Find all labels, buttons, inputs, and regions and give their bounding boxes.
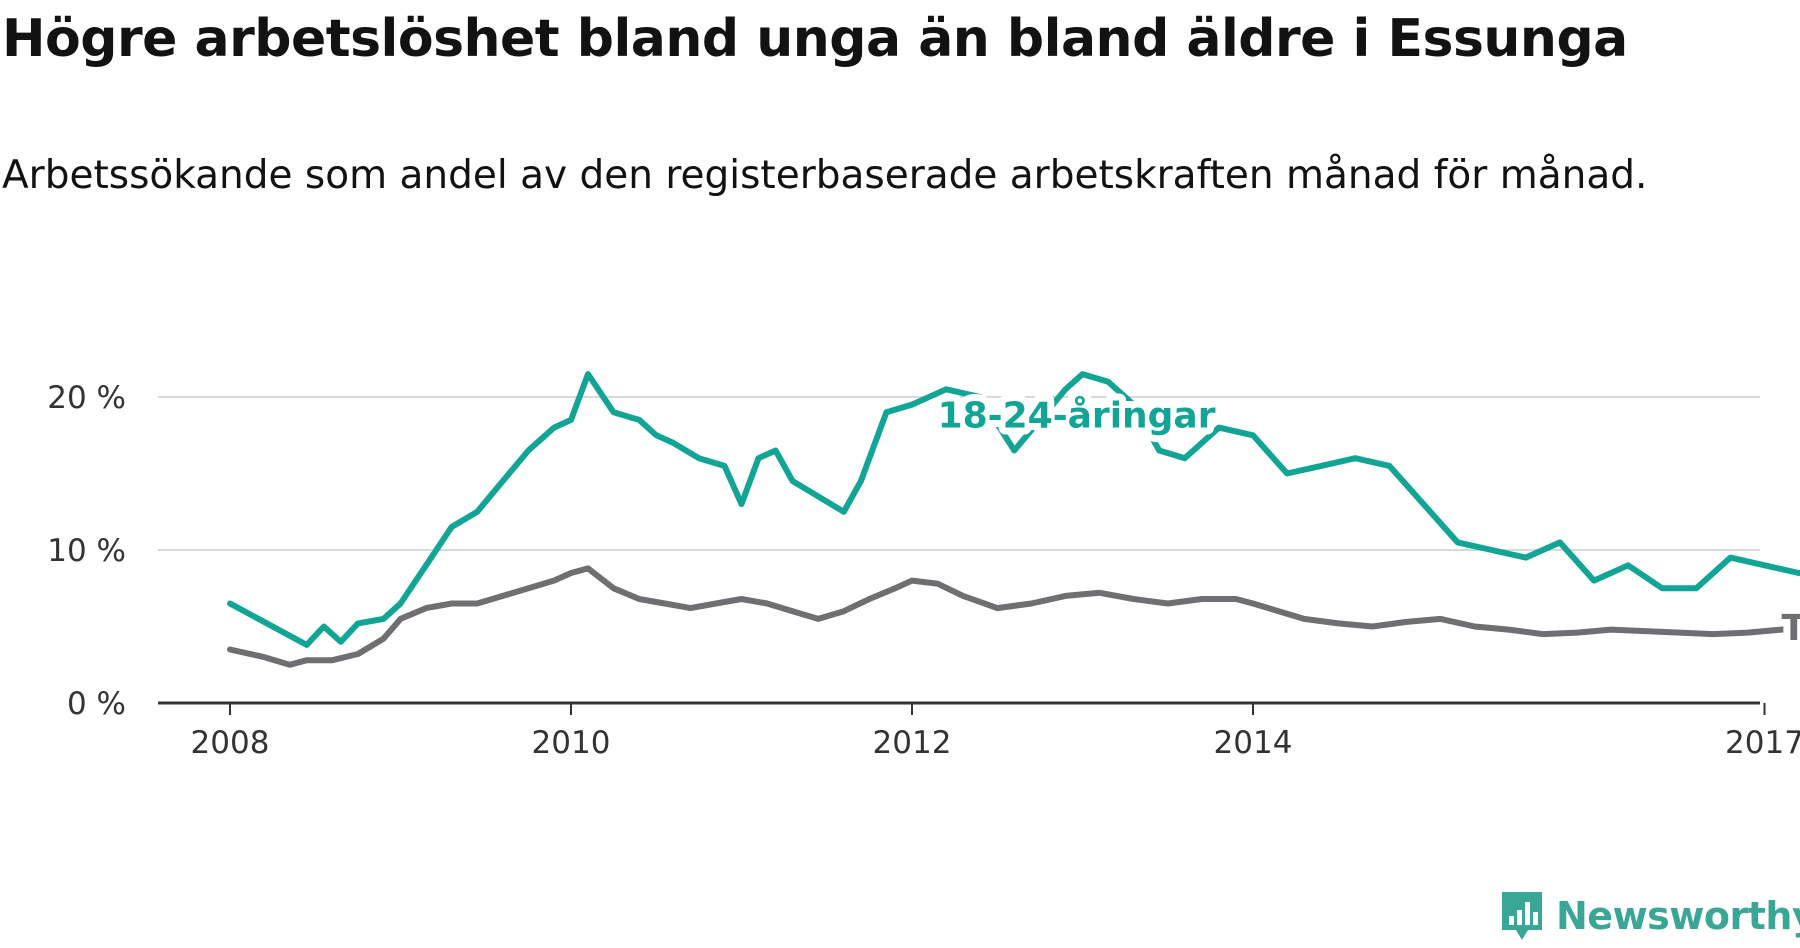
bar-chart-logo-icon [1502, 892, 1542, 940]
chart-title: Högre arbetslöshet bland unga än bland ä… [2, 9, 1628, 69]
series-name-label: Total arbetslöshet [1782, 608, 1800, 649]
series-line [227, 371, 1800, 648]
series-lines [227, 371, 1800, 668]
brand-name: Newsworthy [1556, 894, 1800, 938]
series-labels: 7,6 %4,9 %18-24-åringarTotal arbetslöshe… [931, 388, 1800, 656]
x-tick-label: 2010 [532, 725, 611, 761]
newsworthy-logo: Newsworthy [1498, 888, 1800, 944]
x-tick-label: 2008 [191, 725, 270, 761]
y-tick-label: 20 % [47, 380, 126, 416]
x-tick-label: 2014 [1214, 725, 1293, 761]
x-tick-label: 2012 [873, 725, 952, 761]
chart-subtitle: Arbetssökande som andel av den registerb… [2, 153, 1648, 198]
y-tick-label: 0 % [67, 686, 126, 722]
x-axis: 200820102012201420172019202120232025 [158, 701, 1800, 761]
series-name-label: 18-24-åringar [938, 395, 1216, 436]
series-line [227, 565, 1800, 668]
x-tick-label: 2017 [1725, 725, 1800, 761]
y-tick-label: 10 % [47, 533, 126, 569]
